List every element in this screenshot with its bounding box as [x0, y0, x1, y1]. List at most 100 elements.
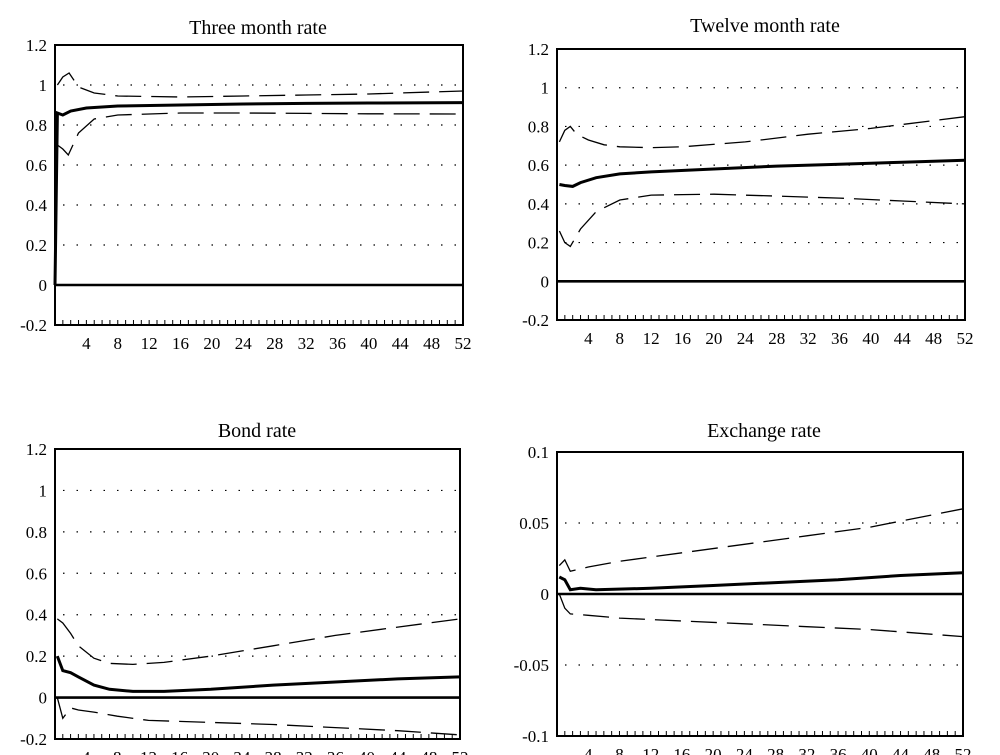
plot-frame — [556, 451, 964, 737]
y-tick-label: 1 — [39, 76, 48, 95]
x-tick-label: 36 — [329, 334, 346, 353]
lower-band-line — [558, 193, 966, 248]
y-tick-label: 0.6 — [26, 156, 47, 175]
y-tick-label: 1.2 — [528, 40, 549, 59]
x-tick-label: 16 — [673, 745, 690, 755]
x-tick-label: 4 — [82, 334, 91, 353]
response-line — [55, 655, 461, 693]
x-tick-label: 8 — [615, 745, 624, 755]
x-tick-label: 12 — [643, 329, 660, 348]
y-tick-label: 0.4 — [26, 196, 48, 215]
x-tick-label: 16 — [172, 334, 189, 353]
x-tick-label: 32 — [798, 745, 815, 755]
x-tick-label: 16 — [171, 748, 188, 755]
panel-title: Twelve month rate — [690, 15, 840, 37]
x-tick-label: 40 — [862, 329, 879, 348]
x-tick-label: 52 — [955, 745, 972, 755]
y-tick-label: 1 — [39, 481, 48, 500]
x-tick-label: 28 — [768, 329, 785, 348]
plot-frame — [54, 448, 461, 740]
x-tick-label: 48 — [923, 745, 940, 755]
x-tick-label: 24 — [737, 329, 755, 348]
x-tick-label: 12 — [140, 748, 157, 755]
y-tick-label: 0.2 — [26, 236, 47, 255]
x-tick-label: 20 — [202, 748, 219, 755]
x-tick-label: 36 — [830, 745, 847, 755]
panel-bond-rate: Bond rate -0.200.20.40.60.811.2481216202… — [20, 420, 468, 755]
y-tick-label: 0.8 — [528, 117, 549, 136]
x-tick-label: 48 — [423, 334, 440, 353]
y-tick-label: 0 — [541, 272, 550, 291]
x-tick-label: 52 — [452, 748, 469, 755]
panel-title: Three month rate — [189, 17, 327, 39]
x-tick-label: 28 — [265, 748, 282, 755]
lower-band-line — [56, 697, 461, 736]
lower-band-line — [57, 112, 464, 157]
x-tick-label: 48 — [925, 329, 942, 348]
y-tick-label: 1.2 — [26, 440, 47, 459]
lower-band-line — [558, 593, 964, 638]
x-tick-label: 4 — [82, 748, 91, 755]
panel-title: Exchange rate — [707, 420, 821, 442]
x-tick-label: 44 — [894, 329, 912, 348]
x-tick-label: 52 — [455, 334, 472, 353]
x-tick-label: 12 — [141, 334, 158, 353]
y-tick-label: 0.8 — [26, 116, 47, 135]
y-tick-label: -0.1 — [522, 727, 549, 746]
x-tick-label: 4 — [584, 745, 593, 755]
x-tick-label: 32 — [800, 329, 817, 348]
y-tick-label: 0 — [39, 689, 48, 708]
y-tick-label: 0.2 — [528, 234, 549, 253]
x-tick-label: 24 — [736, 745, 754, 755]
y-tick-label: 1.2 — [26, 36, 47, 55]
x-tick-label: 36 — [327, 748, 344, 755]
y-tick-label: -0.2 — [522, 311, 549, 330]
x-tick-label: 4 — [584, 329, 593, 348]
x-tick-label: 44 — [892, 745, 910, 755]
x-tick-label: 28 — [266, 334, 283, 353]
x-tick-label: 36 — [831, 329, 848, 348]
y-tick-label: -0.05 — [514, 656, 549, 675]
panel-three-month-rate: Three month rate -0.200.20.40.60.811.24 8… — [20, 17, 471, 353]
plot-frame — [54, 44, 464, 326]
y-tick-label: 1 — [541, 79, 550, 98]
x-tick-label: 12 — [642, 745, 659, 755]
x-tick-label: 8 — [113, 748, 122, 755]
y-tick-label: 0 — [39, 276, 48, 295]
response-line — [558, 571, 964, 592]
response-line — [53, 101, 464, 286]
upper-band-line — [56, 618, 461, 666]
y-tick-label: 0.05 — [519, 514, 549, 533]
upper-band-line — [558, 116, 966, 149]
y-tick-label: 0.1 — [528, 443, 549, 462]
x-tick-label: 48 — [420, 748, 437, 755]
x-tick-label: 40 — [358, 748, 375, 755]
y-tick-label: -0.2 — [20, 730, 47, 749]
y-tick-label: 0.6 — [528, 156, 549, 175]
x-tick-label: 8 — [114, 334, 123, 353]
y-tick-label: 0 — [541, 585, 550, 604]
x-tick-label: 20 — [705, 329, 722, 348]
y-tick-label: 0.2 — [26, 647, 47, 666]
upper-band-line — [56, 72, 464, 98]
x-tick-label: 24 — [235, 334, 253, 353]
x-tick-label: 16 — [674, 329, 691, 348]
plot-frame — [556, 48, 966, 321]
x-tick-label: 52 — [957, 329, 974, 348]
x-tick-label: 28 — [767, 745, 784, 755]
x-tick-label: 40 — [360, 334, 377, 353]
y-tick-label: -0.2 — [20, 316, 47, 335]
y-tick-label: 0.4 — [26, 606, 48, 625]
x-tick-label: 44 — [392, 334, 410, 353]
y-tick-label: 0.6 — [26, 564, 47, 583]
upper-band-line — [558, 508, 964, 573]
y-tick-label: 0.4 — [528, 195, 550, 214]
x-tick-label: 44 — [389, 748, 407, 755]
x-tick-label: 24 — [233, 748, 251, 755]
x-tick-label: 40 — [861, 745, 878, 755]
y-tick-label: 0.8 — [26, 523, 47, 542]
x-tick-label: 20 — [705, 745, 722, 755]
x-tick-label: 32 — [298, 334, 315, 353]
